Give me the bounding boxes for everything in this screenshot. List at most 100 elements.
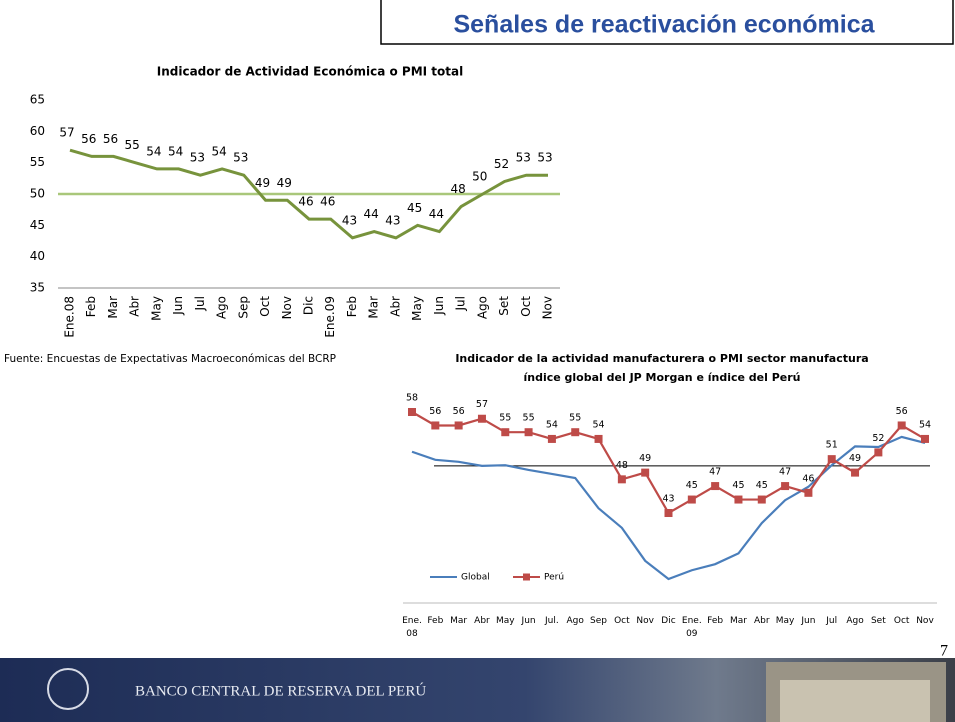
data-marker bbox=[641, 469, 649, 477]
data-label: 57 bbox=[476, 399, 488, 410]
slide: Señales de reactivación económica Indica… bbox=[0, 0, 955, 722]
data-marker bbox=[804, 489, 812, 497]
data-marker bbox=[548, 435, 556, 443]
data-label: 46 bbox=[320, 195, 335, 209]
data-label: 45 bbox=[756, 480, 768, 491]
x-tick-label: Ago bbox=[475, 296, 489, 319]
footer-institution: BANCO CENTRAL DE RESERVA DEL PERÚ bbox=[135, 682, 426, 699]
data-marker bbox=[501, 428, 509, 436]
x-tick-label: Abr bbox=[388, 296, 402, 317]
data-label: 55 bbox=[523, 413, 535, 424]
y-tick-label: 60 bbox=[30, 124, 45, 138]
data-label: 55 bbox=[569, 413, 581, 424]
data-marker bbox=[571, 428, 579, 436]
data-label: 54 bbox=[592, 419, 604, 430]
data-label: 54 bbox=[211, 144, 226, 158]
data-marker bbox=[711, 482, 719, 490]
data-label: 53 bbox=[190, 151, 205, 165]
data-label: 53 bbox=[516, 151, 531, 165]
data-label: 47 bbox=[709, 467, 721, 478]
y-tick-label: 35 bbox=[30, 281, 45, 295]
data-label: 49 bbox=[277, 176, 292, 190]
data-label: 57 bbox=[59, 126, 74, 140]
chart-title: Indicador de Actividad Económica o PMI t… bbox=[157, 65, 463, 79]
data-marker bbox=[874, 448, 882, 456]
x-tick-label: Mar bbox=[106, 296, 120, 319]
data-label: 47 bbox=[779, 467, 791, 478]
x-tick-label: Abr bbox=[128, 296, 142, 317]
x-tick-label: Nov bbox=[910, 615, 940, 628]
slide-title: Señales de reactivación económica bbox=[453, 11, 875, 39]
data-label: 46 bbox=[298, 195, 313, 209]
x-tick-label: Ene.08 bbox=[63, 296, 77, 338]
x-tick-label: Set bbox=[497, 296, 511, 316]
y-tick-label: 55 bbox=[30, 155, 45, 169]
x-tick-label: Jun bbox=[432, 296, 446, 316]
data-label: 54 bbox=[919, 419, 931, 430]
data-label: 58 bbox=[406, 393, 418, 404]
data-label: 53 bbox=[233, 151, 248, 165]
data-label: 44 bbox=[364, 207, 379, 221]
data-label: 53 bbox=[537, 151, 552, 165]
data-marker bbox=[408, 408, 416, 416]
x-tick-label: Dic bbox=[302, 296, 316, 315]
data-label: 52 bbox=[494, 157, 509, 171]
chart-title: Indicador de la actividad manufacturera … bbox=[455, 352, 868, 365]
data-label: 56 bbox=[896, 406, 908, 417]
data-label: 49 bbox=[639, 453, 651, 464]
x-tick-label: Feb bbox=[345, 296, 359, 317]
data-marker bbox=[898, 421, 906, 429]
data-label: 54 bbox=[168, 144, 183, 158]
data-marker bbox=[851, 469, 859, 477]
y-tick-label: 40 bbox=[30, 249, 45, 263]
data-label: 55 bbox=[125, 138, 140, 152]
footer-photo-detail bbox=[780, 680, 930, 722]
y-tick-label: 50 bbox=[30, 187, 45, 201]
data-label: 55 bbox=[499, 413, 511, 424]
data-label: 48 bbox=[450, 182, 465, 196]
canvas: Señales de reactivación económica Indica… bbox=[0, 0, 955, 722]
x-tick-label: Oct bbox=[519, 296, 533, 317]
data-label: 56 bbox=[429, 406, 441, 417]
data-marker bbox=[595, 435, 603, 443]
legend-marker bbox=[523, 574, 530, 581]
x-tick-label: Ene.09 bbox=[323, 296, 337, 338]
data-marker bbox=[455, 421, 463, 429]
data-label: 49 bbox=[255, 176, 270, 190]
x-tick-label: Feb bbox=[84, 296, 98, 317]
data-marker bbox=[618, 475, 626, 483]
y-tick-label: 65 bbox=[30, 93, 45, 107]
legend-label: Perú bbox=[544, 573, 564, 583]
data-label: 45 bbox=[407, 201, 422, 215]
data-label: 48 bbox=[616, 460, 628, 471]
x-tick-label: Jun bbox=[171, 296, 185, 316]
data-label: 43 bbox=[342, 213, 357, 227]
data-label: 43 bbox=[662, 494, 674, 505]
data-label: 45 bbox=[686, 480, 698, 491]
data-label: 54 bbox=[146, 144, 161, 158]
data-marker bbox=[828, 455, 836, 463]
data-marker bbox=[688, 496, 696, 504]
x-tick-label: May bbox=[149, 296, 163, 321]
data-label: 50 bbox=[472, 170, 487, 184]
data-label: 54 bbox=[546, 419, 558, 430]
x-tick-label: Nov bbox=[280, 296, 294, 319]
data-label: 56 bbox=[453, 406, 465, 417]
x-tick-label: Jul bbox=[454, 296, 468, 311]
legend-label: Global bbox=[461, 573, 490, 583]
data-marker bbox=[781, 482, 789, 490]
data-marker bbox=[478, 415, 486, 423]
data-label: 49 bbox=[849, 453, 861, 464]
data-label: 46 bbox=[802, 473, 814, 484]
x-tick-label: Ago bbox=[215, 296, 229, 319]
x-tick-label: Oct bbox=[258, 296, 272, 317]
x-tick-label: Jul bbox=[193, 296, 207, 311]
x-tick-label: Mar bbox=[367, 296, 381, 319]
data-label: 43 bbox=[385, 213, 400, 227]
data-marker bbox=[431, 421, 439, 429]
page-number: 7 bbox=[940, 643, 948, 660]
chart-subtitle: índice global del JP Morgan e índice del… bbox=[523, 371, 800, 384]
data-marker bbox=[734, 496, 742, 504]
data-label: 44 bbox=[429, 207, 444, 221]
source-note: Fuente: Encuestas de Expectativas Macroe… bbox=[4, 353, 336, 365]
